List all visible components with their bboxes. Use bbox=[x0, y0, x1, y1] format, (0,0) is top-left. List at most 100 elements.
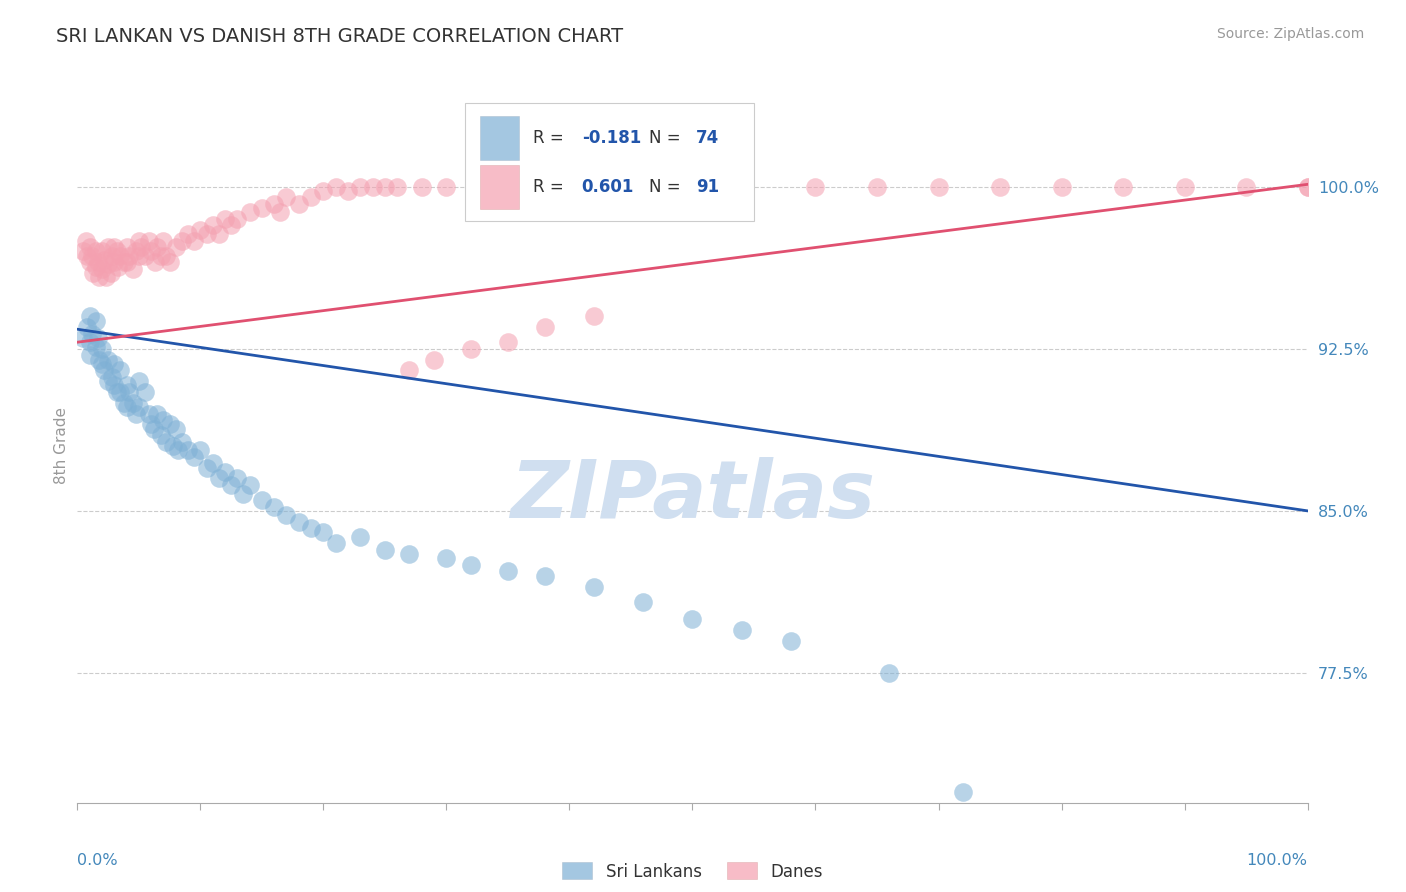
Point bbox=[89, 352, 111, 367]
Point bbox=[72, 244, 94, 259]
Point bbox=[84, 244, 107, 259]
Point bbox=[134, 384, 156, 399]
Point bbox=[82, 326, 104, 341]
Point bbox=[1112, 179, 1135, 194]
Point bbox=[89, 270, 111, 285]
Point bbox=[436, 551, 458, 566]
Point bbox=[93, 253, 115, 268]
Point bbox=[325, 179, 347, 194]
Point bbox=[263, 500, 285, 514]
Point bbox=[84, 339, 107, 353]
Point bbox=[150, 428, 173, 442]
Point bbox=[374, 179, 396, 194]
Text: 74: 74 bbox=[696, 129, 720, 147]
Point bbox=[103, 255, 125, 269]
Point bbox=[312, 525, 335, 540]
Point bbox=[103, 378, 125, 392]
FancyBboxPatch shape bbox=[479, 164, 519, 209]
Point bbox=[84, 260, 107, 274]
Point bbox=[312, 184, 335, 198]
Point bbox=[165, 422, 187, 436]
Point bbox=[214, 211, 236, 226]
Point bbox=[100, 266, 122, 280]
Point bbox=[121, 396, 143, 410]
Point bbox=[583, 310, 606, 324]
Point bbox=[188, 223, 212, 237]
Point bbox=[398, 363, 420, 377]
Point bbox=[138, 407, 160, 421]
Point bbox=[804, 179, 827, 194]
Text: N =: N = bbox=[650, 129, 686, 147]
Point bbox=[361, 179, 384, 194]
Point bbox=[121, 261, 143, 276]
Point bbox=[195, 227, 218, 241]
Point bbox=[250, 201, 273, 215]
Point bbox=[101, 249, 124, 263]
Point bbox=[534, 320, 557, 334]
Point bbox=[129, 240, 153, 254]
Point bbox=[167, 443, 190, 458]
Point bbox=[90, 342, 114, 356]
Point bbox=[128, 249, 150, 263]
Text: 91: 91 bbox=[696, 178, 720, 195]
Point bbox=[411, 179, 433, 194]
Point bbox=[125, 407, 148, 421]
Point bbox=[385, 179, 409, 194]
Point bbox=[534, 568, 557, 582]
Point bbox=[219, 478, 242, 492]
Point bbox=[208, 471, 231, 485]
Point bbox=[682, 612, 704, 626]
Point bbox=[188, 443, 212, 458]
Point bbox=[460, 342, 482, 356]
Point bbox=[607, 179, 630, 194]
Point bbox=[250, 493, 273, 508]
Point bbox=[76, 249, 98, 263]
Point bbox=[84, 313, 107, 327]
Point bbox=[134, 249, 156, 263]
Point bbox=[170, 434, 193, 449]
Point bbox=[159, 417, 181, 432]
Point bbox=[263, 196, 285, 211]
Point bbox=[72, 331, 94, 345]
Point bbox=[269, 205, 291, 219]
Point bbox=[1296, 179, 1319, 194]
Point bbox=[115, 255, 138, 269]
Point bbox=[128, 400, 150, 414]
Point bbox=[1296, 179, 1319, 194]
Point bbox=[162, 439, 184, 453]
Point bbox=[398, 547, 420, 561]
Point bbox=[718, 179, 741, 194]
Point bbox=[731, 623, 754, 637]
Point bbox=[423, 352, 446, 367]
Point bbox=[79, 240, 101, 254]
Point bbox=[276, 190, 298, 204]
Text: SRI LANKAN VS DANISH 8TH GRADE CORRELATION CHART: SRI LANKAN VS DANISH 8TH GRADE CORRELATI… bbox=[56, 27, 623, 45]
Point bbox=[988, 179, 1011, 194]
Point bbox=[112, 396, 135, 410]
Point bbox=[112, 255, 135, 269]
Point bbox=[110, 249, 132, 263]
Point bbox=[90, 357, 114, 371]
Point bbox=[208, 227, 231, 241]
Point bbox=[75, 234, 97, 248]
Point bbox=[325, 536, 347, 550]
Point bbox=[170, 234, 193, 248]
Point bbox=[118, 249, 141, 263]
Point bbox=[1174, 179, 1197, 194]
Point bbox=[107, 260, 129, 274]
Point bbox=[115, 240, 138, 254]
FancyBboxPatch shape bbox=[479, 116, 519, 161]
Point bbox=[79, 310, 101, 324]
FancyBboxPatch shape bbox=[465, 103, 754, 221]
Point bbox=[118, 384, 141, 399]
Point bbox=[152, 413, 174, 427]
Point bbox=[239, 205, 262, 219]
Point bbox=[152, 234, 174, 248]
Point bbox=[90, 244, 114, 259]
Point bbox=[82, 249, 104, 263]
Point bbox=[472, 179, 495, 194]
Point bbox=[509, 179, 531, 194]
Point bbox=[115, 400, 138, 414]
Point bbox=[97, 240, 120, 254]
Point bbox=[76, 320, 98, 334]
